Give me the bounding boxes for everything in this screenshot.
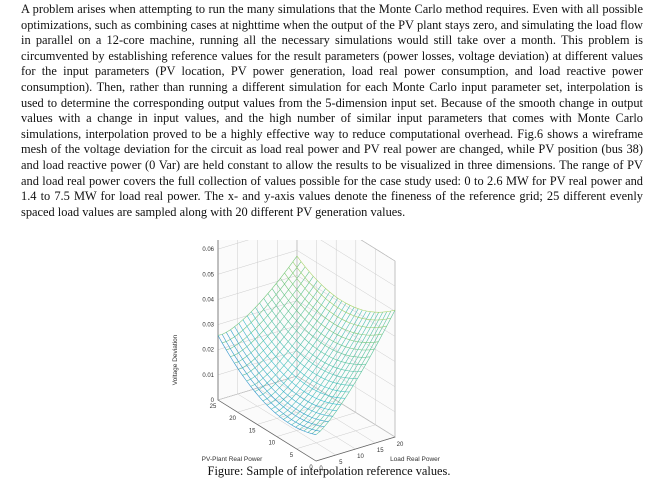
x-tick-label: 10 [268,441,275,447]
mesh-line-pv [311,310,392,434]
z-tick-label: 0.02 [202,348,214,354]
mesh-line-load [275,283,375,351]
mesh-line-load [221,334,321,432]
x-tick-label: 20 [229,416,236,422]
mesh-line-pv [246,288,326,382]
x-tick-label: 25 [210,404,217,410]
wireframe-mesh [217,255,396,435]
mesh-line-pv [270,305,351,410]
mesh-line-pv [258,298,339,397]
z-axis-label: Voltage Deviation [172,334,179,385]
mesh-line-load [284,272,383,336]
surface-plot: 00.010.020.030.040.050.060.0705101520250… [172,240,441,470]
tick-labels: 00.010.020.030.040.050.060.0705101520250… [202,247,404,470]
y-grid-line [237,240,336,456]
mesh-line-pv [217,255,298,336]
y-tick-label: 20 [397,442,404,448]
surface-figure: 00.010.020.030.040.050.060.0705101520250… [160,240,500,470]
mesh-line-pv [291,311,371,426]
mesh-line-load [263,298,362,372]
mesh-line-pv [234,276,314,364]
mesh-line-pv [266,303,347,406]
mesh-line-pv [295,311,375,428]
mesh-line-pv [254,295,335,392]
x-axis-label: PV-Plant Real Power [202,456,264,463]
figure-caption: Figure: Sample of interpolation referenc… [207,464,451,478]
mesh-line-load [242,319,341,405]
y-axis-label: Load Real Power [390,456,441,463]
mesh-line-pv [238,280,318,370]
mesh-line-load [271,288,371,358]
x-tick-label: 0 [309,465,313,470]
mesh-line-pv [299,312,379,430]
mesh-line-pv [315,309,396,435]
mesh-line-load [246,315,346,399]
x-tick-label: 15 [249,428,256,434]
x-axis-line [217,399,317,462]
mesh-line-load [288,267,387,328]
mesh-line-load [234,326,333,417]
y-tick-label: 5 [339,460,343,466]
y-tick-label: 10 [357,454,364,460]
z-tick-label: 0 [211,398,215,404]
mesh-line-pv [307,311,388,433]
z-tick-label: 0.06 [202,247,214,253]
mesh-line-pv [283,309,363,420]
mesh-line-load [259,302,358,379]
mesh-line-load [280,278,379,343]
mesh-line-pv [262,300,343,402]
axes-group [217,240,396,462]
z-tick-label: 0.03 [202,323,214,329]
mesh-line-load [292,261,391,321]
mesh-line-load [230,329,329,422]
z-tick-label: 0.01 [202,373,214,379]
mesh-line-load [251,311,350,393]
z-tick-label: 0.05 [202,272,214,278]
y-tick-label: 15 [377,448,384,454]
y-axis-line [315,436,396,462]
mesh-line-pv [275,307,355,414]
body-paragraph: A problem arises when attempting to run … [21,2,643,219]
mesh-line-pv [226,266,306,351]
mesh-line-load [217,335,317,435]
mesh-line-load [226,332,325,427]
z-grid-line [217,240,396,287]
z-tick-label: 0.04 [202,297,214,303]
mesh-line-pv [222,261,302,344]
mesh-line-pv [279,308,359,417]
mesh-line-pv [230,271,310,357]
mesh-line-pv [250,291,330,387]
mesh-line-load [296,255,396,313]
mesh-line-pv [242,284,322,376]
z-grid-line [360,240,396,262]
mesh-line-load [267,293,366,365]
mesh-line-pv [287,310,367,423]
mesh-line-pv [303,311,384,432]
y-tick-label: 0 [319,466,323,470]
x-tick-label: 5 [290,453,294,459]
mesh-line-load [255,307,354,386]
mesh-line-load [238,323,337,411]
